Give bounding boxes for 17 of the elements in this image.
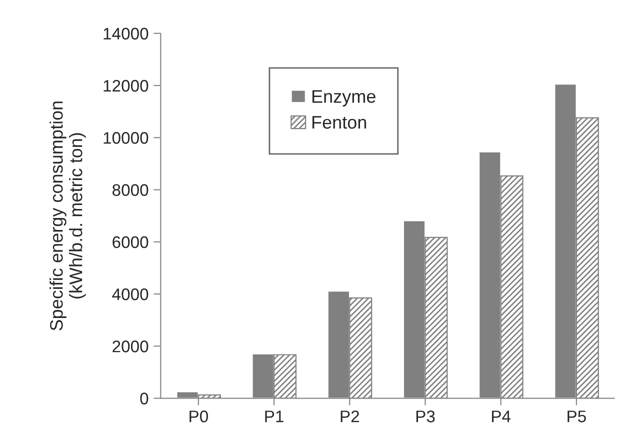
x-tick-label: P4 <box>492 410 511 422</box>
x-tick-label: P0 <box>190 410 208 422</box>
y-axis-title: Specific energy consumption (kWh/b.d. metric ton) <box>50 102 86 330</box>
y-tick-label: 8000 <box>112 184 148 196</box>
y-tick-label: 6000 <box>112 236 148 248</box>
y-tick-label: 0 <box>140 392 148 404</box>
x-tick-label: P3 <box>416 410 435 422</box>
y-tick-label: 14000 <box>104 28 148 40</box>
y-tick-label: 4000 <box>112 288 148 300</box>
legend-label: Enzyme <box>312 90 376 106</box>
y-tick-label: 2000 <box>112 340 148 352</box>
y-tick-label: 10000 <box>104 132 148 144</box>
y-tick-label: 12000 <box>104 80 148 92</box>
x-tick-label: P5 <box>568 410 586 422</box>
legend-label: Fenton <box>312 116 366 129</box>
x-tick-label: P1 <box>265 410 284 422</box>
x-tick-label: P2 <box>340 410 360 422</box>
